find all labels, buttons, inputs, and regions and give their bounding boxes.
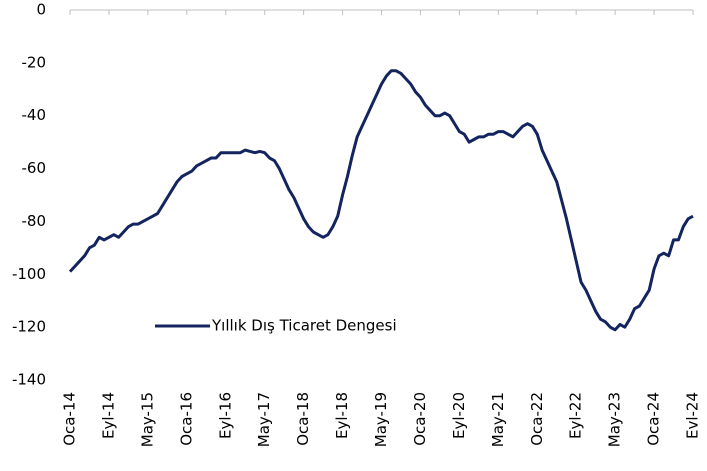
x-tick-label: Eyl-14	[99, 392, 117, 439]
x-tick-label: Oca-16	[177, 392, 195, 446]
y-tick-label: -20	[22, 53, 47, 71]
x-tick-label: Oca-24	[645, 392, 663, 446]
x-tick-label: Oca-20	[411, 392, 429, 446]
x-tick-label: May-19	[372, 392, 390, 447]
x-tick-label: Eyl-20	[450, 392, 468, 439]
x-tick-label: Eyl-22	[567, 392, 585, 439]
y-tick-label: 0	[36, 1, 46, 19]
y-tick-label: -40	[22, 106, 47, 124]
x-tick-label: Evl-24	[684, 392, 702, 439]
y-tick-label: -100	[12, 265, 46, 283]
y-tick-label: -120	[12, 318, 46, 336]
y-tick-label: -80	[22, 212, 47, 230]
x-tick-label: May-23	[606, 392, 624, 447]
x-tick-label: May-17	[255, 392, 273, 447]
x-tick-label: Oca-14	[61, 392, 79, 446]
x-tick-label: Eyl-18	[333, 392, 351, 439]
x-tick-label: May-15	[138, 392, 156, 447]
x-tick-label: May-21	[489, 392, 507, 447]
x-tick-label: Oca-18	[294, 392, 312, 446]
legend-label: Yıllık Dış Ticaret Dengesi	[211, 317, 397, 335]
x-tick-label: Oca-22	[528, 392, 546, 446]
y-tick-label: -60	[22, 159, 47, 177]
data-line	[68, 69, 694, 332]
x-tick-label: Eyl-16	[216, 392, 234, 439]
y-tick-label: -140	[12, 371, 46, 389]
